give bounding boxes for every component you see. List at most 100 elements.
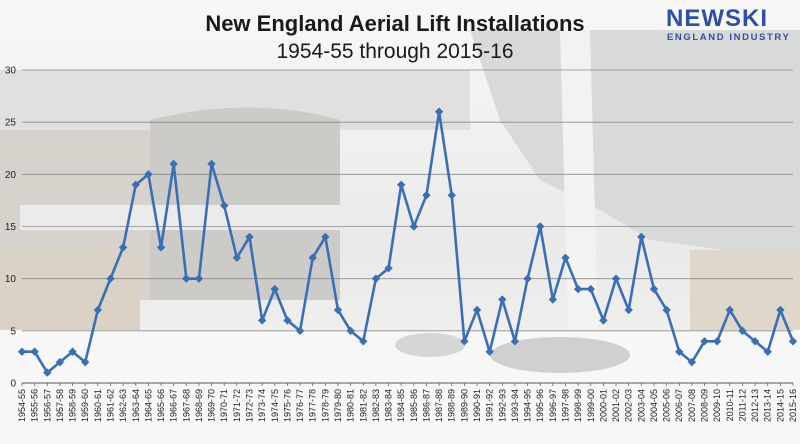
x-tick-label: 2009-10 (712, 389, 722, 422)
x-tick-label: 1995-96 (535, 389, 545, 422)
y-tick-label: 15 (5, 222, 17, 233)
x-tick-label: 1968-69 (194, 389, 204, 422)
x-tick-label: 1992-93 (497, 389, 507, 422)
x-tick-label: 1986-87 (421, 389, 431, 422)
chart-title: New England Aerial Lift Installations (205, 11, 584, 36)
data-point-marker (434, 107, 444, 116)
data-point-marker (637, 232, 646, 242)
data-point-marker (118, 243, 128, 252)
data-point-marker (586, 284, 595, 294)
x-tick-label: 1990-91 (472, 389, 482, 422)
data-point-marker (359, 337, 368, 346)
data-point-marker (17, 347, 27, 356)
grid-lines (22, 69, 793, 384)
x-tick-label: 1974-75 (270, 389, 280, 422)
data-point-marker (675, 347, 684, 356)
x-tick-label: 1999-00 (586, 389, 596, 422)
data-point-marker (485, 347, 494, 356)
x-tick-label: 1954-55 (17, 389, 27, 422)
data-point-marker (384, 264, 393, 273)
data-point-marker (93, 305, 103, 315)
x-tick-label: 1963-64 (131, 389, 141, 422)
x-tick-label: 1978-79 (320, 389, 330, 422)
x-tick-label: 2005-06 (662, 389, 672, 422)
x-tick-label: 2001-02 (611, 389, 621, 422)
x-tick-label: 1976-77 (295, 389, 305, 422)
x-tick-label: 1965-66 (156, 389, 166, 422)
data-point-marker (523, 274, 532, 283)
x-tick-label: 1971-72 (232, 389, 242, 422)
data-point-marker (662, 305, 671, 315)
data-point-marker (776, 305, 785, 315)
x-tick-label: 1987-88 (434, 389, 444, 422)
y-axis: 0 5 10 15 20 25 30 (5, 66, 17, 390)
x-tick-label: 1980-81 (346, 389, 356, 422)
data-point-marker (283, 316, 292, 325)
x-tick-label: 1996-97 (548, 389, 558, 422)
data-point-marker (194, 274, 204, 283)
y-tick-label: 10 (5, 274, 17, 285)
data-point-marker (548, 295, 558, 304)
x-tick-label: 2011-12 (737, 389, 747, 421)
x-tick-label: 1997-98 (560, 389, 570, 422)
x-tick-label: 1956-57 (42, 389, 52, 422)
y-tick-label: 30 (5, 66, 17, 77)
x-tick-label: 1998-99 (573, 389, 583, 422)
x-tick-label: 1975-76 (282, 389, 292, 422)
x-tick-label: 1993-94 (510, 389, 520, 422)
data-point-marker (611, 274, 621, 283)
chart-subtitle: 1954-55 through 2015-16 (276, 40, 513, 63)
data-point-marker (270, 284, 279, 294)
data-point-marker (687, 357, 697, 367)
data-point-marker (257, 316, 267, 325)
data-point-marker (295, 326, 305, 336)
x-tick-label: 2003-04 (636, 389, 646, 422)
y-tick-label: 5 (10, 326, 16, 337)
data-point-marker (245, 232, 254, 242)
series-installations (17, 107, 798, 377)
data-point-marker (346, 326, 355, 336)
data-point-marker (624, 305, 633, 315)
x-tick-label: 1964-65 (143, 389, 153, 422)
data-point-marker (106, 274, 115, 283)
data-point-marker (55, 357, 65, 367)
data-point-marker (510, 337, 520, 346)
data-point-marker (30, 347, 39, 356)
newski-logo: NEWSKI ENGLAND INDUSTRY (666, 5, 789, 43)
x-tick-label: 2000-01 (598, 389, 608, 422)
data-point-marker (498, 295, 507, 304)
data-point-marker (472, 305, 482, 315)
data-point-marker (422, 191, 431, 200)
data-point-marker (43, 368, 52, 377)
x-tick-label: 1969-70 (207, 389, 217, 422)
data-point-marker (788, 337, 798, 346)
data-point-marker (371, 274, 381, 283)
x-tick-label: 1982-83 (371, 389, 381, 422)
x-tick-label: 1970-71 (219, 389, 229, 422)
x-tick-label: 1958-59 (68, 389, 78, 422)
x-tick-label: 2006-07 (674, 389, 684, 422)
x-tick-label: 1983-84 (384, 389, 394, 422)
x-tick-label: 1988-89 (447, 389, 457, 422)
data-point-marker (220, 201, 229, 210)
x-tick-label: 2015-16 (788, 389, 798, 422)
x-tick-label: 1979-80 (333, 389, 343, 422)
data-point-marker (725, 305, 735, 315)
x-tick-label: 1957-58 (55, 389, 65, 422)
x-tick-label: 1961-62 (105, 389, 115, 422)
data-point-marker (182, 274, 191, 283)
data-point-marker (169, 159, 178, 169)
x-tick-label: 1966-67 (169, 389, 179, 422)
series-line (22, 110, 795, 374)
x-tick-label: 1981-82 (358, 389, 368, 422)
data-point-marker (447, 191, 456, 200)
y-tick-label: 25 (5, 118, 17, 129)
x-tick-label: 2010-11 (725, 389, 735, 421)
x-tick-label: 1994-95 (523, 389, 533, 422)
data-point-marker (333, 305, 343, 315)
x-tick-label: 2002-03 (624, 389, 634, 422)
logo-main-text: NEWSKI (666, 5, 768, 32)
x-tick-label: 2007-08 (687, 389, 697, 422)
